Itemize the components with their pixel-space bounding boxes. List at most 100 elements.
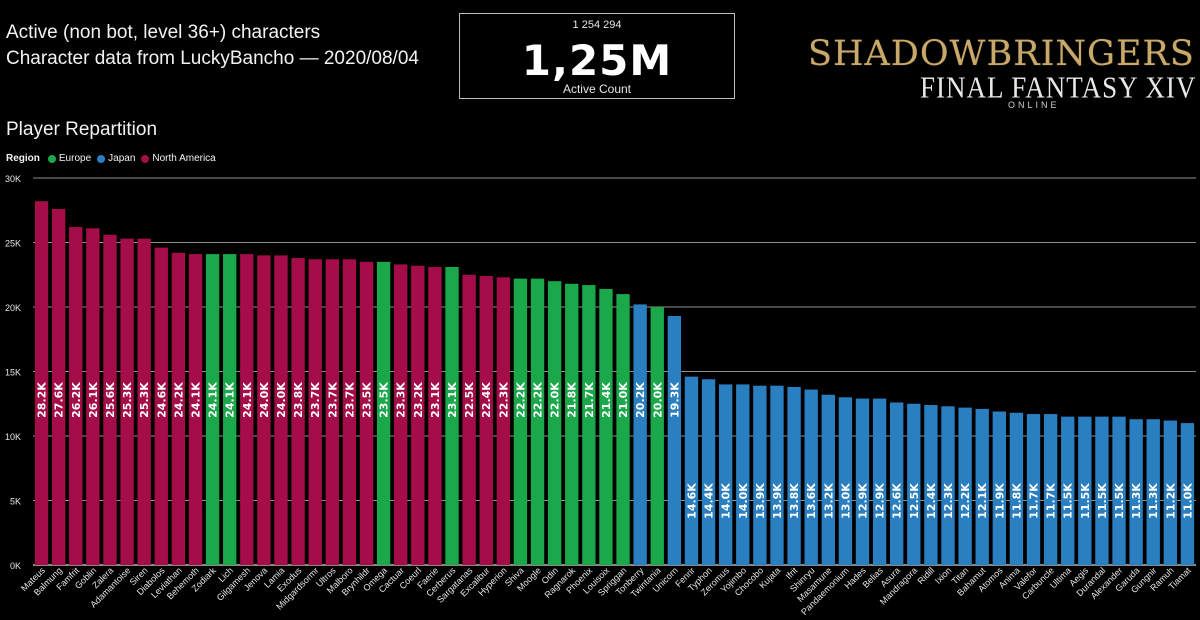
- bar: [479, 276, 493, 565]
- bar: [1078, 416, 1092, 565]
- x-tick-label: Ridill: [915, 565, 936, 586]
- data-label: 12.9K: [874, 483, 887, 519]
- bar: [804, 389, 818, 565]
- data-label: 11.8K: [1010, 483, 1023, 519]
- data-label: 11.3K: [1130, 483, 1143, 519]
- y-tick-label: 25K: [5, 239, 21, 249]
- bar: [872, 398, 887, 565]
- bar: [1112, 416, 1126, 565]
- header-title-line1: Active (non bot, level 36+) characters: [6, 22, 321, 43]
- bar: [51, 208, 66, 565]
- bar: [291, 257, 305, 565]
- data-label: 22.2K: [514, 382, 527, 418]
- bar: [821, 394, 835, 565]
- bar: [719, 384, 733, 565]
- data-label: 22.0K: [549, 382, 562, 418]
- data-label: 11.9K: [993, 483, 1006, 519]
- bar: [411, 265, 425, 565]
- data-label: 12.3K: [942, 483, 955, 519]
- bar: [941, 406, 955, 565]
- data-label: 19.3K: [668, 382, 681, 418]
- bar: [1146, 419, 1160, 565]
- data-label: 14.4K: [703, 483, 716, 519]
- kpi-label: Active Count: [562, 82, 632, 96]
- player-repartition-bar-chart: 0K5K10K15K20K25K30K28.2KMateus27.6KBalmu…: [5, 174, 1196, 617]
- logo-online-text: ONLINE: [1008, 100, 1060, 110]
- bar: [428, 267, 442, 565]
- data-label: 23.8K: [292, 382, 305, 418]
- bar: [650, 307, 664, 565]
- chart-section-title: Player Repartition: [6, 119, 158, 140]
- data-label: 20.0K: [651, 382, 664, 418]
- bar: [616, 294, 630, 565]
- data-label: 11.5K: [1113, 483, 1126, 519]
- bar: [308, 259, 322, 565]
- bar: [684, 376, 699, 565]
- bar: [496, 277, 510, 565]
- bar: [103, 234, 117, 565]
- data-label: 23.5K: [361, 382, 374, 418]
- bar: [171, 252, 186, 565]
- legend-item-japan[interactable]: Japan: [97, 153, 135, 164]
- data-label: 24.0K: [258, 382, 271, 418]
- bar: [257, 255, 271, 565]
- data-label: 13.6K: [805, 483, 818, 519]
- data-label: 11.5K: [1096, 483, 1109, 519]
- bar: [376, 261, 391, 565]
- data-label: 23.7K: [343, 382, 356, 418]
- data-label: 25.3K: [138, 382, 151, 418]
- bar: [120, 238, 134, 565]
- data-label: 13.9K: [771, 483, 784, 519]
- data-label: 11.5K: [1062, 483, 1075, 519]
- data-label: 24.1K: [224, 382, 237, 418]
- data-label: 23.5K: [378, 382, 391, 418]
- bar: [633, 304, 647, 565]
- bar: [701, 379, 716, 565]
- data-label: 24.0K: [275, 382, 288, 418]
- bar: [1009, 412, 1024, 565]
- y-tick-label: 20K: [5, 303, 21, 313]
- data-label: 24.1K: [207, 382, 220, 418]
- bar: [787, 386, 801, 565]
- data-label: 22.2K: [532, 382, 545, 418]
- bar: [513, 278, 528, 565]
- bar: [1180, 423, 1195, 565]
- data-label: 12.4K: [925, 483, 938, 519]
- bar: [359, 261, 374, 565]
- bar: [342, 259, 357, 565]
- data-label: 23.1K: [446, 382, 459, 418]
- legend-item-north-america[interactable]: North America: [141, 153, 216, 164]
- bar: [154, 247, 168, 565]
- data-label: 13.9K: [754, 483, 767, 519]
- bar: [975, 408, 989, 565]
- header-title-line2: Character data from LuckyBancho — 2020/0…: [6, 48, 419, 69]
- data-label: 24.6K: [155, 382, 168, 418]
- data-label: 25.3K: [121, 382, 134, 418]
- data-label: 11.7K: [1045, 483, 1058, 519]
- bar: [69, 227, 83, 565]
- bar: [838, 397, 853, 565]
- legend-label: North America: [152, 153, 216, 164]
- bar: [924, 405, 938, 565]
- bar: [1095, 416, 1109, 565]
- data-label: 22.4K: [480, 382, 493, 418]
- data-label: 12.1K: [976, 483, 989, 519]
- data-label: 26.2K: [70, 382, 83, 418]
- data-label: 23.2K: [412, 382, 425, 418]
- data-label: 24.2K: [172, 382, 185, 418]
- data-label: 21.7K: [583, 382, 596, 418]
- data-label: 13.2K: [822, 483, 835, 519]
- data-label: 12.6K: [891, 483, 904, 519]
- data-label: 12.5K: [908, 483, 921, 519]
- bar: [1043, 414, 1058, 565]
- data-label: 22.3K: [497, 382, 510, 418]
- bar: [205, 254, 220, 566]
- data-label: 21.8K: [566, 382, 579, 418]
- bar: [223, 254, 237, 566]
- bar: [137, 238, 151, 565]
- data-label: 23.3K: [395, 382, 408, 418]
- legend-dot-icon: [47, 154, 56, 163]
- data-label: 20.2K: [634, 382, 647, 418]
- data-label: 11.2K: [1164, 483, 1177, 519]
- legend-item-europe[interactable]: Europe: [47, 153, 91, 164]
